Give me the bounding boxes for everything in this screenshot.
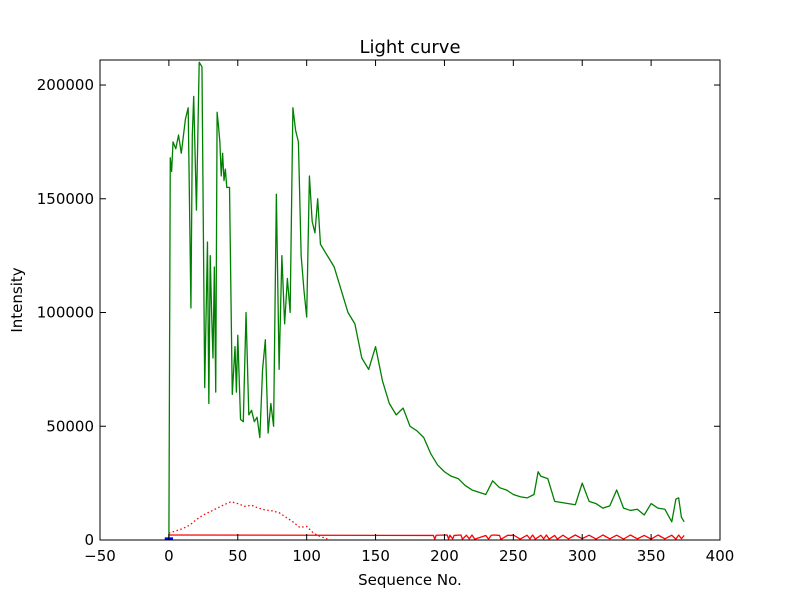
y-tick-label: 100000 <box>37 304 94 322</box>
axis-ticks: −50 0 50 100 150 200 250 300 350 4000500001000001… <box>37 60 735 565</box>
plot-frame <box>99 59 721 541</box>
y-axis-title: Intensity <box>8 267 26 332</box>
y-tick-label: 200000 <box>37 76 94 94</box>
x-axis-title: Sequence No. <box>358 571 462 589</box>
x-tick-label: 50 <box>228 547 247 565</box>
x-tick-label: 0 <box>164 547 174 565</box>
y-tick-label: 150000 <box>37 190 94 208</box>
x-tick-label: 100 <box>292 547 321 565</box>
x-tick-label: 150 <box>361 547 390 565</box>
x-tick-label: 200 <box>430 547 459 565</box>
series-line-2 <box>168 534 685 540</box>
x-tick-label: 350 <box>637 547 666 565</box>
x-tick-label: 400 <box>706 547 735 565</box>
chart-title: Light curve <box>359 37 460 58</box>
y-tick-label: 0 <box>84 531 94 549</box>
y-tick-label: 50000 <box>46 417 94 435</box>
x-tick-label: −50 <box>84 547 116 565</box>
series-line-0 <box>168 61 685 541</box>
x-tick-label: 250 <box>499 547 528 565</box>
x-tick-label: 300 <box>568 547 597 565</box>
